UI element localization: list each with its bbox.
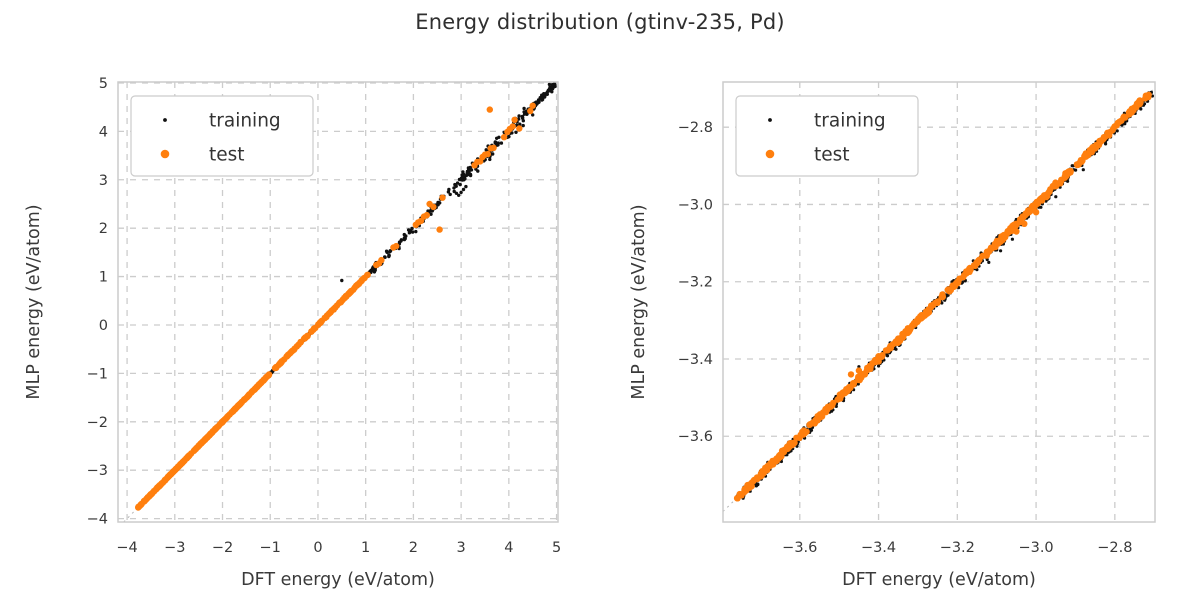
svg-text:−3.2: −3.2 bbox=[940, 540, 975, 556]
svg-text:3: 3 bbox=[457, 540, 466, 556]
svg-text:−3.2: −3.2 bbox=[678, 275, 713, 291]
svg-text:2: 2 bbox=[409, 540, 418, 556]
x-tick-labels: −4 −3 −2 −1 0 1 2 3 4 5 bbox=[116, 540, 561, 556]
legend-label-training: training bbox=[814, 111, 886, 132]
y-tick-labels: −2.8 −3.0 −3.2 −3.4 −3.6 bbox=[678, 120, 713, 445]
svg-text:−3.4: −3.4 bbox=[678, 352, 713, 368]
svg-text:−2.8: −2.8 bbox=[678, 120, 713, 136]
legend-label-test: test bbox=[814, 145, 850, 166]
y-axis-label: MLP energy (eV/atom) bbox=[629, 204, 649, 399]
x-axis-label: DFT energy (eV/atom) bbox=[842, 570, 1036, 590]
svg-text:2: 2 bbox=[99, 221, 108, 237]
panel-left: −4 −3 −2 −1 0 1 2 3 4 5 −4 −3 −2 −1 0 1 2 3 4 5 DFT energy (… bbox=[24, 76, 561, 590]
legend-marker-test bbox=[160, 149, 170, 159]
points-test bbox=[135, 102, 536, 511]
legend-label-test: test bbox=[209, 145, 245, 166]
panel-right: −3.6 −3.4 −3.2 −3.0 −2.8−2.8−3.0−3.2−3.4−3.6… bbox=[629, 81, 1156, 590]
points-test bbox=[733, 91, 1152, 502]
svg-text:−3: −3 bbox=[164, 540, 185, 556]
y-axis-label: MLP energy (eV/atom) bbox=[24, 204, 44, 399]
svg-text:−2: −2 bbox=[87, 415, 108, 431]
svg-text:5: 5 bbox=[552, 540, 561, 556]
plot-border bbox=[117, 81, 559, 523]
svg-text:−3.0: −3.0 bbox=[1018, 540, 1053, 556]
svg-text:1: 1 bbox=[361, 540, 370, 556]
svg-text:4: 4 bbox=[504, 540, 513, 556]
svg-text:3: 3 bbox=[99, 173, 108, 189]
legend: training test bbox=[735, 95, 919, 177]
svg-text:−3.4: −3.4 bbox=[861, 540, 896, 556]
svg-text:−1: −1 bbox=[87, 366, 108, 382]
svg-text:−3.6: −3.6 bbox=[678, 429, 713, 445]
plot-border bbox=[722, 81, 1156, 523]
svg-text:0: 0 bbox=[99, 318, 108, 334]
legend-marker-training bbox=[768, 118, 772, 122]
legend-label-training: training bbox=[209, 111, 281, 132]
svg-text:−3.6: −3.6 bbox=[782, 540, 817, 556]
legend-marker-training bbox=[163, 118, 167, 122]
svg-text:4: 4 bbox=[99, 124, 108, 140]
svg-text:−2: −2 bbox=[212, 540, 233, 556]
svg-text:5: 5 bbox=[99, 76, 108, 92]
svg-text:−1: −1 bbox=[260, 540, 281, 556]
svg-text:−3: −3 bbox=[87, 463, 108, 479]
x-axis-label: DFT energy (eV/atom) bbox=[241, 570, 435, 590]
svg-text:1: 1 bbox=[99, 270, 108, 286]
svg-text:−3.0: −3.0 bbox=[678, 197, 713, 213]
x-tick-labels: −3.6 −3.4 −3.2 −3.0 −2.8 bbox=[782, 540, 1132, 556]
svg-text:0: 0 bbox=[313, 540, 322, 556]
svg-text:−2.8: −2.8 bbox=[1097, 540, 1132, 556]
y-tick-labels: −4 −3 −2 −1 0 1 2 3 4 5 bbox=[87, 76, 108, 528]
legend-marker-test bbox=[765, 149, 775, 159]
figure-title: Energy distribution (gtinv-235, Pd) bbox=[415, 10, 785, 34]
svg-text:−4: −4 bbox=[116, 540, 137, 556]
legend: training test bbox=[130, 95, 314, 177]
svg-text:−4: −4 bbox=[87, 512, 108, 528]
